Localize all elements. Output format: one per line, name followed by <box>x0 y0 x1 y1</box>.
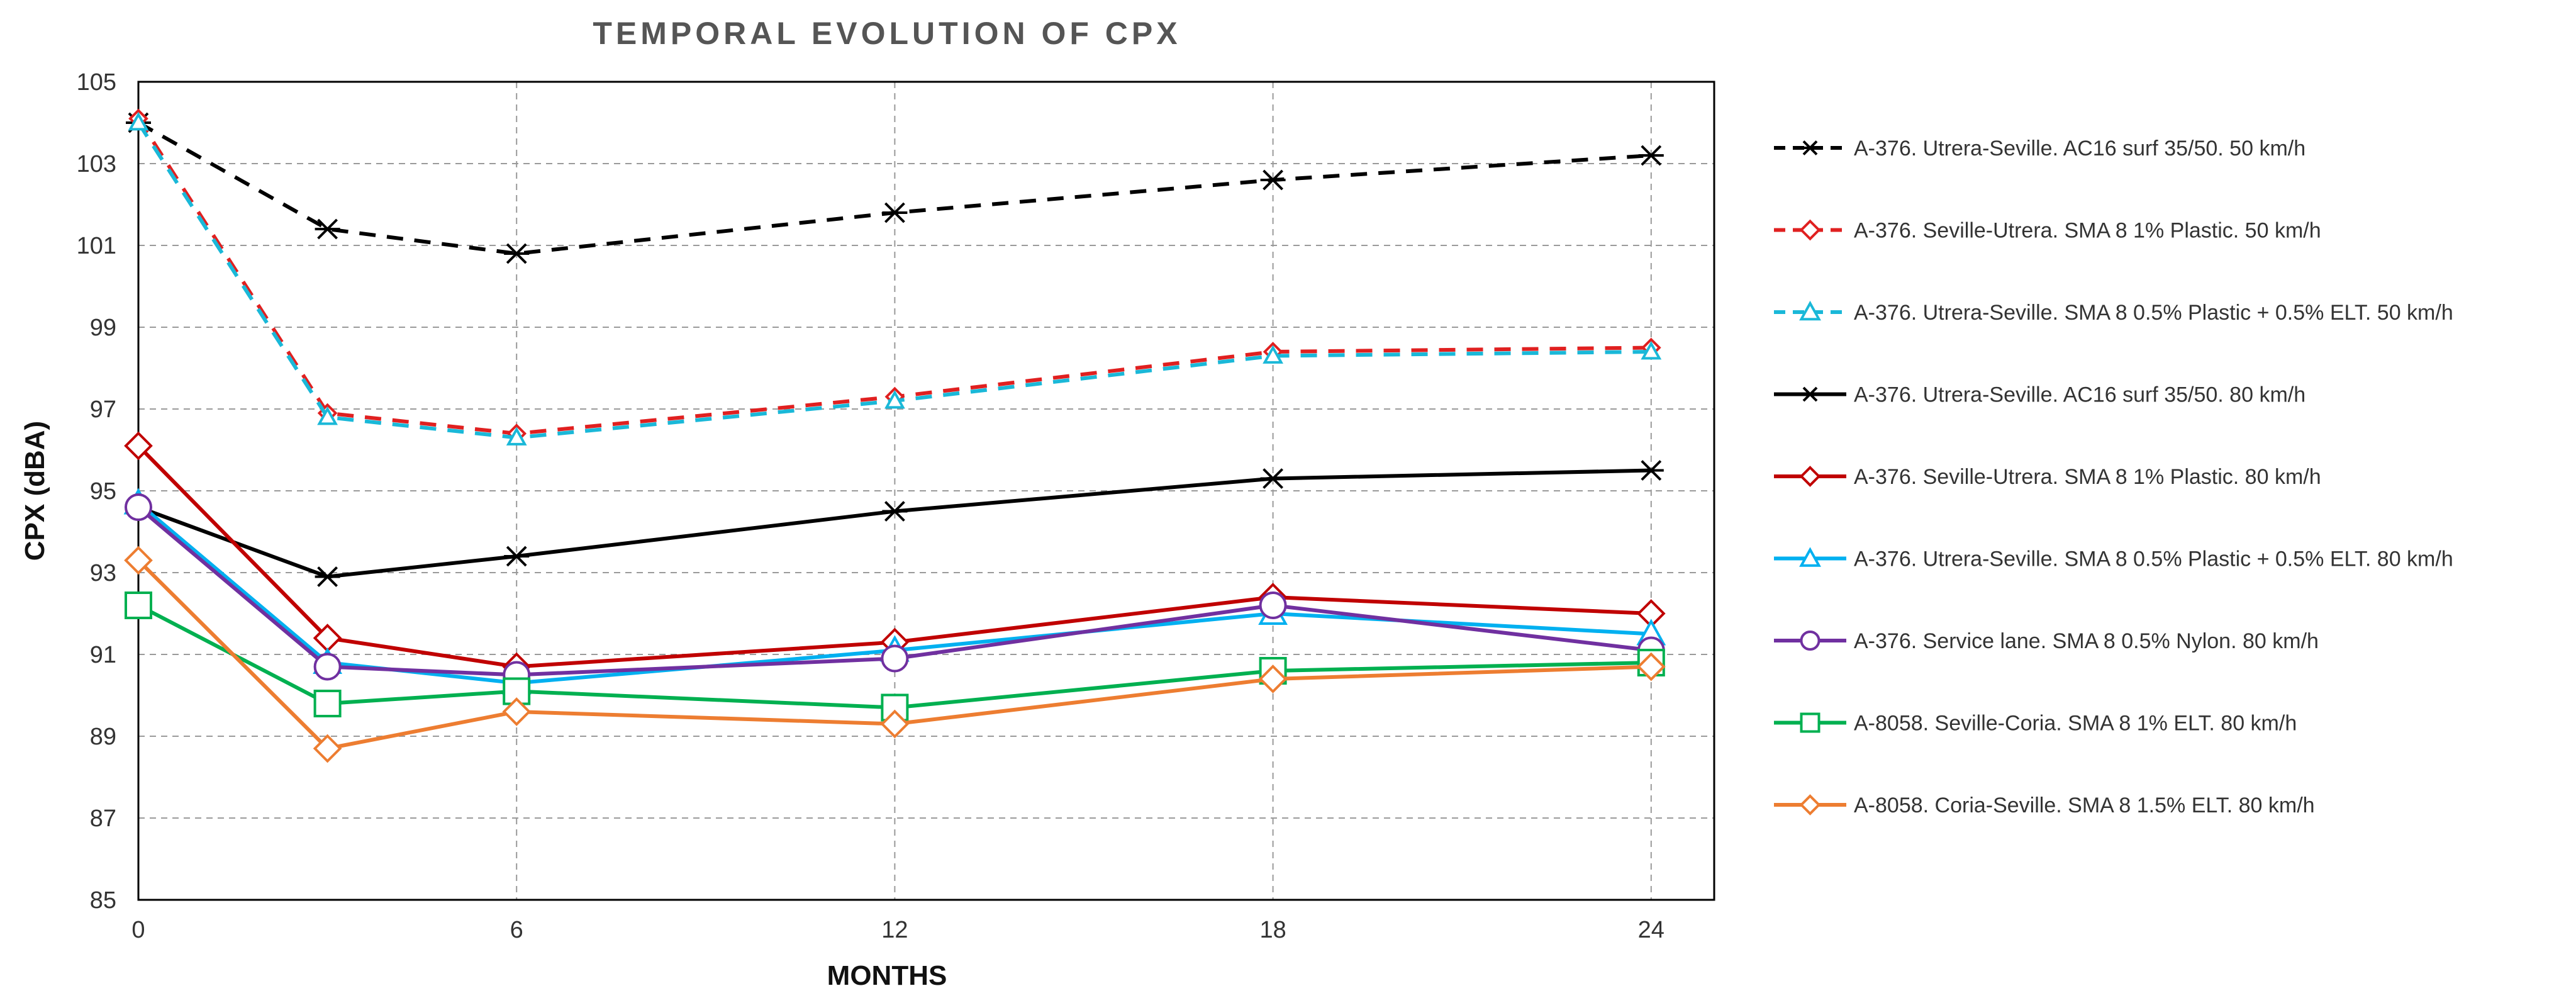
legend-label: A-376. Seville-Utrera. SMA 8 1% Plastic.… <box>1854 465 2321 489</box>
data-point-star <box>1638 145 1664 166</box>
series-3 <box>128 111 1662 446</box>
legend-label: A-376. Service lane. SMA 8 0.5% Nylon. 8… <box>1854 629 2319 653</box>
legend-item: A-376. Utrera-Seville. AC16 surf 35/50. … <box>1774 383 2306 407</box>
data-point-triangle <box>1263 345 1283 364</box>
y-tick-label: 95 <box>90 478 116 505</box>
series-line <box>137 505 1652 677</box>
data-point-diamond <box>1799 794 1821 816</box>
data-point-diamond <box>1258 664 1288 693</box>
data-point-circle <box>1800 631 1820 651</box>
data-point-star <box>504 546 530 567</box>
data-point-star <box>504 243 530 264</box>
legend-item: A-376. Service lane. SMA 8 0.5% Nylon. 8… <box>1774 629 2319 653</box>
y-tick-label: 93 <box>90 560 116 586</box>
legend-label: A-8058. Seville-Coria. SMA 8 1% ELT. 80 … <box>1854 712 2297 736</box>
y-tick-label: 87 <box>90 805 116 832</box>
data-point-circle <box>125 493 152 521</box>
y-tick-label: 105 <box>77 69 116 96</box>
series-line <box>137 444 1651 669</box>
legend-label: A-376. Utrera-Seville. SMA 8 0.5% Plasti… <box>1854 301 2453 325</box>
data-point-star <box>315 218 340 240</box>
legend-label: A-376. Utrera-Seville. AC16 surf 35/50. … <box>1854 383 2306 407</box>
data-point-triangle <box>1799 300 1821 321</box>
legend-item: A-8058. Seville-Coria. SMA 8 1% ELT. 80 … <box>1774 712 2297 736</box>
series-line <box>137 121 1651 440</box>
data-point-circle <box>1259 592 1287 619</box>
series-7 <box>125 493 1665 689</box>
legend-label: A-8058. Coria-Seville. SMA 8 1.5% ELT. 8… <box>1854 793 2315 817</box>
x-axis-ticks: 0 6 12 18 24 <box>131 917 1664 943</box>
y-axis-ticks: 85 87 89 91 93 95 97 99 101 103 105 <box>77 69 116 914</box>
series-line <box>137 117 1651 435</box>
y-tick-label: 97 <box>90 396 116 423</box>
chart-title: TEMPORAL EVOLUTION OF CPX <box>593 16 1181 51</box>
data-point-triangle <box>1641 340 1662 360</box>
legend-label: A-376. Utrera-Seville. SMA 8 0.5% Plasti… <box>1854 547 2453 571</box>
data-point-triangle <box>506 427 527 446</box>
legend-item: A-376. Seville-Utrera. SMA 8 1% Plastic.… <box>1774 465 2321 489</box>
data-point-diamond <box>1799 466 1821 487</box>
data-point-diamond <box>313 734 342 763</box>
x-tick-label: 0 <box>131 917 145 943</box>
data-point-diamond <box>880 709 910 739</box>
legend-item: A-376. Utrera-Seville. AC16 surf 35/50. … <box>1774 137 2306 160</box>
x-tick-label: 18 <box>1259 917 1286 943</box>
series-line <box>137 121 1651 255</box>
y-axis-title: CPX (dBA) <box>20 421 50 561</box>
data-point-square <box>313 690 342 717</box>
series-layer <box>123 108 1666 763</box>
data-point-circle <box>881 644 909 673</box>
data-point-triangle <box>884 390 905 409</box>
data-point-circle <box>313 653 342 681</box>
x-tick-label: 24 <box>1638 917 1664 943</box>
data-point-star <box>1801 140 1819 155</box>
y-tick-label: 99 <box>90 315 116 341</box>
legend-item: A-376. Utrera-Seville. SMA 8 0.5% Plasti… <box>1774 300 2453 325</box>
series-line <box>137 603 1651 710</box>
legend: A-376. Utrera-Seville. AC16 surf 35/50. … <box>1774 137 2453 817</box>
legend-item: A-376. Utrera-Seville. SMA 8 0.5% Plasti… <box>1774 547 2453 571</box>
data-point-diamond <box>124 431 153 461</box>
data-point-star <box>882 202 908 223</box>
data-point-diamond <box>502 697 532 726</box>
data-point-star <box>1260 468 1286 489</box>
data-point-square <box>1800 712 1820 733</box>
data-point-star <box>882 501 908 522</box>
legend-label: A-376. Seville-Utrera. SMA 8 1% Plastic.… <box>1854 219 2321 243</box>
data-point-diamond <box>124 546 153 575</box>
y-tick-label: 89 <box>90 724 116 750</box>
x-axis-title: MONTHS <box>827 960 947 991</box>
data-point-star <box>1260 169 1286 191</box>
y-tick-label: 103 <box>77 151 116 177</box>
legend-item: A-376. Seville-Utrera. SMA 8 1% Plastic.… <box>1774 219 2321 243</box>
legend-label: A-376. Utrera-Seville. AC16 surf 35/50. … <box>1854 137 2306 160</box>
data-point-star <box>1638 460 1664 481</box>
data-point-triangle <box>128 111 149 131</box>
data-point-triangle <box>317 406 338 425</box>
data-point-diamond <box>1636 652 1666 681</box>
data-point-diamond <box>1799 219 1821 241</box>
series-9 <box>124 546 1666 763</box>
legend-item: A-8058. Coria-Seville. SMA 8 1.5% ELT. 8… <box>1774 793 2315 817</box>
data-point-square <box>125 592 152 619</box>
y-tick-label: 101 <box>77 233 116 259</box>
data-point-star <box>1801 386 1819 402</box>
y-tick-label: 85 <box>90 887 116 914</box>
series-line <box>137 468 1651 579</box>
series-line <box>137 559 1651 751</box>
x-tick-label: 6 <box>510 917 523 943</box>
data-point-triangle <box>1799 547 1821 567</box>
x-tick-label: 12 <box>881 917 908 943</box>
data-point-star <box>315 566 340 587</box>
y-tick-label: 91 <box>90 642 116 668</box>
